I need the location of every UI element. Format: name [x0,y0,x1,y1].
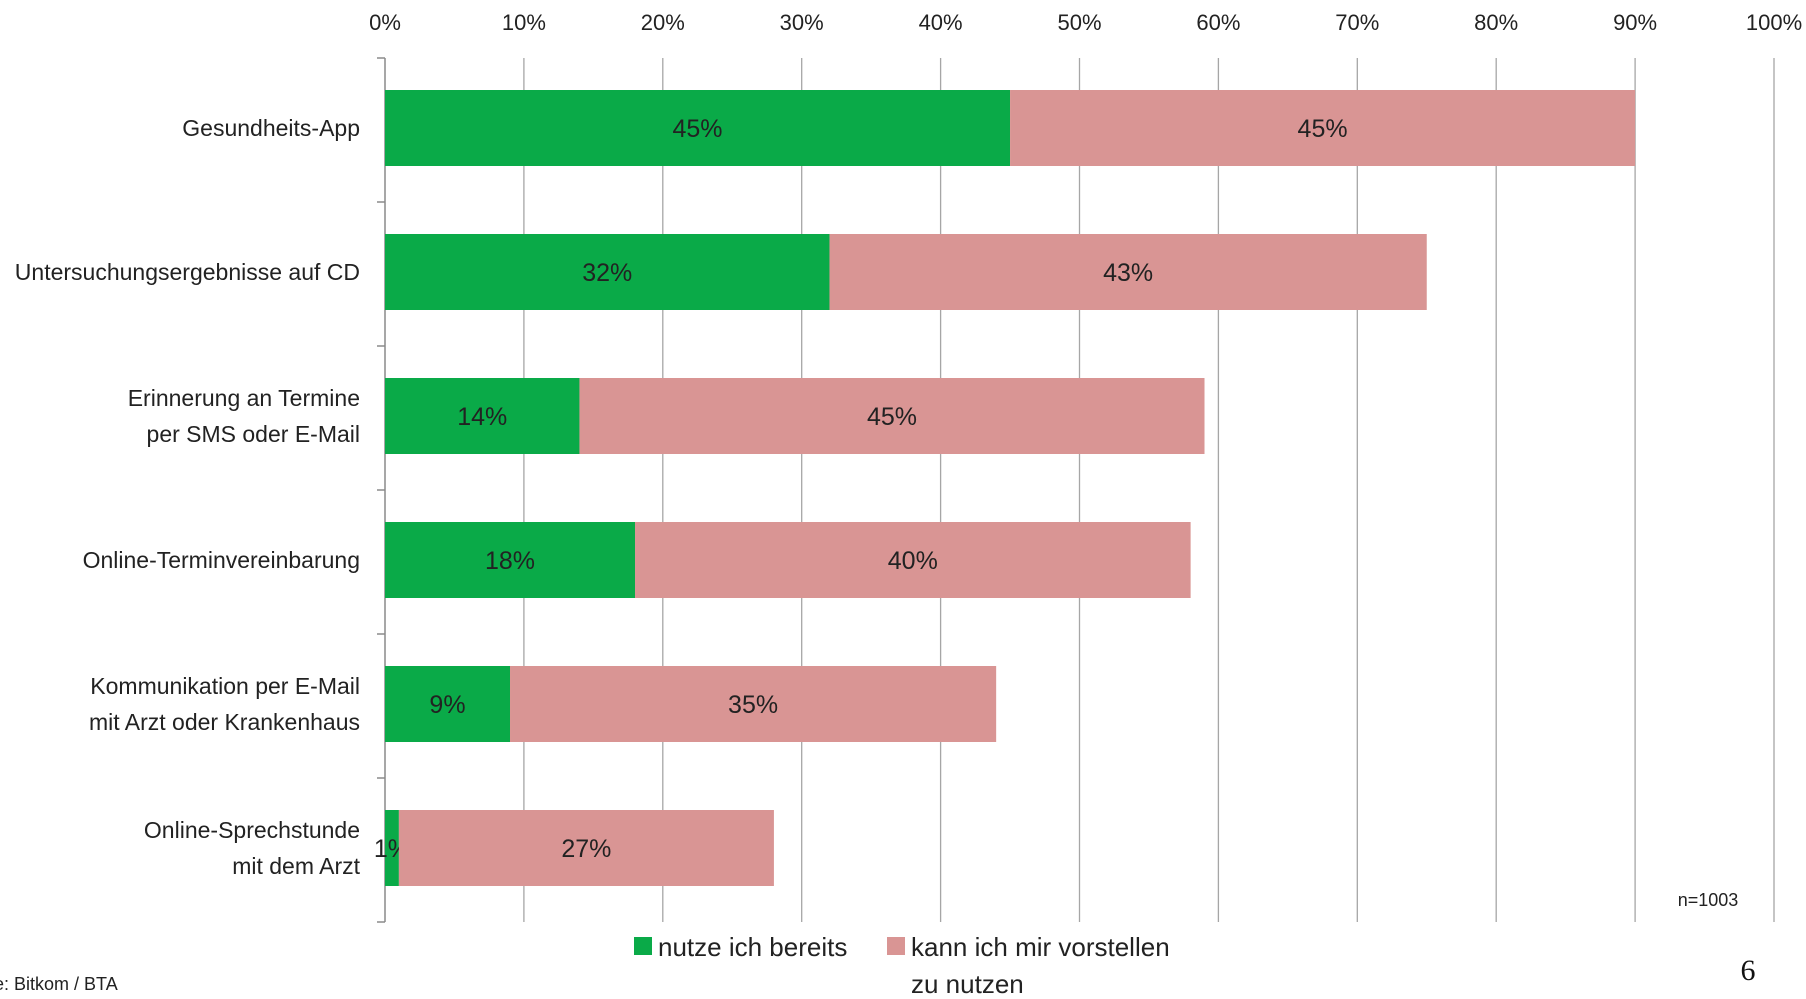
bar-value-label: 9% [429,691,465,719]
x-tick-label: 50% [1057,10,1101,35]
x-tick-label: 100% [1746,10,1802,35]
page-number: 6 [1741,954,1756,987]
bar-value-label: 14% [457,403,507,431]
bar-value-label: 35% [728,691,778,719]
x-tick-label: 20% [641,10,685,35]
bar-segment [385,666,511,742]
bar-segment [398,810,774,886]
category-label: Online-Terminvereinbarung [83,547,360,573]
source-note: e: Bitkom / BTA [0,974,118,994]
bar-segment [579,378,1205,454]
x-tick-label: 60% [1196,10,1240,35]
legend-label: zu nutzen [911,969,1024,999]
category-label: mit Arzt oder Krankenhaus [89,709,360,735]
bar-segment [385,810,399,886]
bar-value-label: 32% [582,259,632,287]
category-label: per SMS oder E-Mail [147,421,360,447]
category-labels: Gesundheits-App Untersuchungsergebnisse a… [15,115,361,879]
bars: 45% 45%32% 43%14% 45%18% 40%9% 35%1% 27% [374,90,1636,886]
bar-segment [385,90,1011,166]
category-label: Online-Sprechstunde [144,817,360,843]
bar-segment [635,522,1191,598]
gridlines [523,58,1775,922]
bar-value-label: 45% [673,115,723,143]
x-axis-tick-labels: 0% 10% 20% 30% 40% 50% 60% 70% 80% 90% 100% [369,10,1802,35]
legend: nutze ich bereits kann ich mir vorstellen… [634,932,1170,999]
bar-segment [829,234,1427,310]
bar-segment [510,666,997,742]
x-tick-label: 40% [919,10,963,35]
x-tick-label: 80% [1474,10,1518,35]
category-axis [377,57,386,923]
bar-value-label: 40% [888,547,938,575]
category-label: Kommunikation per E-Mail [90,673,360,699]
category-label: mit dem Arzt [232,853,360,879]
x-tick-label: 0% [369,10,401,35]
x-tick-label: 10% [502,10,546,35]
x-tick-label: 70% [1335,10,1379,35]
category-label: Gesundheits-App [182,115,360,141]
bar-segment [1010,90,1636,166]
category-label: Erinnerung an Termine [128,385,360,411]
legend-swatch [887,937,905,955]
legend-label: nutze ich bereits [658,932,847,962]
x-tick-label: 90% [1613,10,1657,35]
bar-value-label: 45% [1298,115,1348,143]
bar-value-label: 45% [867,403,917,431]
bar-segment [385,522,636,598]
bar-segment [385,234,830,310]
bar-value-label: 27% [561,835,611,863]
bar-value-label: 43% [1103,259,1153,287]
category-label: Untersuchungsergebnisse auf CD [15,259,360,285]
bar-segment [385,378,580,454]
x-tick-label: 30% [780,10,824,35]
legend-swatch [634,937,652,955]
legend-label: kann ich mir vorstellen [911,932,1170,962]
bar-value-label: 18% [485,547,535,575]
sample-size-note: n=1003 [1678,890,1739,910]
